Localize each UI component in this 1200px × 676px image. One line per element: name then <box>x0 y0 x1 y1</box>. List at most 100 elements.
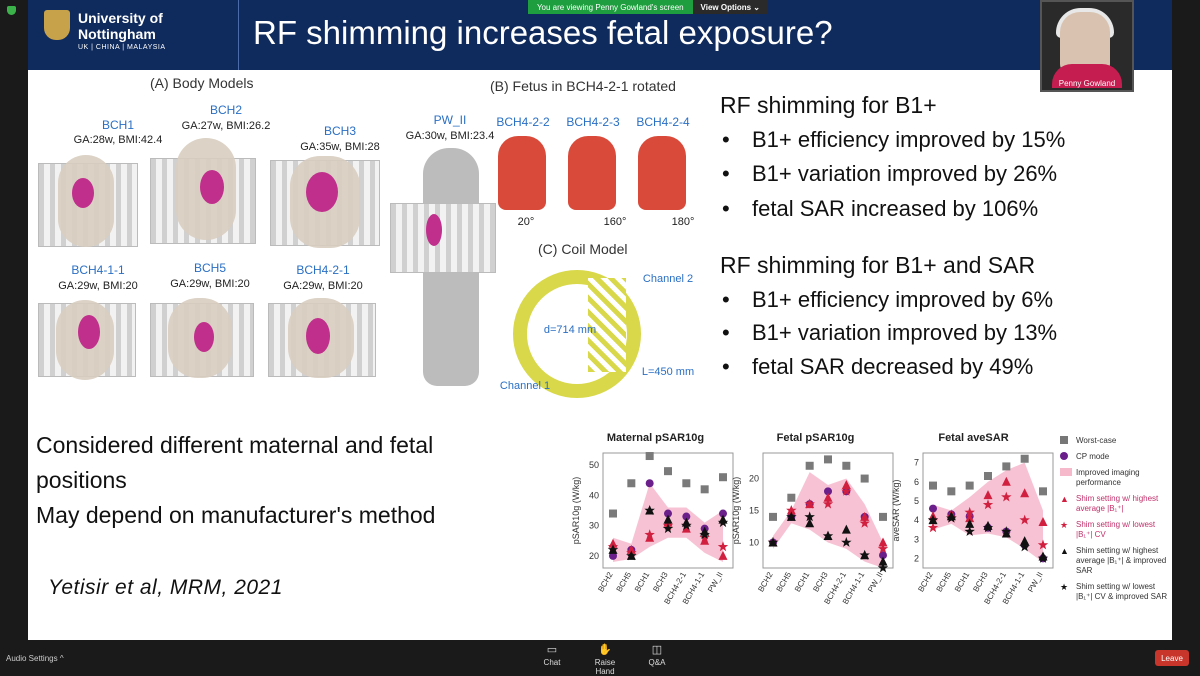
note-line: Considered different maternal and fetal <box>36 432 434 458</box>
bullet-heading-1: RF shimming for B1+ <box>720 92 937 118</box>
data-point <box>1001 476 1011 486</box>
raise-hand-label: Raise Hand <box>594 658 616 676</box>
data-point <box>879 512 887 521</box>
data-point <box>1001 491 1012 502</box>
legend-label: Shim setting w/ lowest |B₁⁺| CV & improv… <box>1076 582 1168 601</box>
legend-item: ★ Shim setting w/ lowest |B₁⁺| CV <box>1060 520 1156 539</box>
chart-title-maternal: Maternal pSAR10g <box>606 432 705 444</box>
raise-hand-button[interactable]: ✋ Raise Hand <box>585 644 625 676</box>
coil-diameter: d=714 mm <box>543 324 597 336</box>
data-point <box>927 514 939 525</box>
qa-button[interactable]: ◫ Q&A <box>637 644 677 667</box>
legend-label: Improved imaging performance <box>1076 468 1140 487</box>
data-point <box>823 492 833 502</box>
legend-item: ★ Shim setting w/ lowest |B₁⁺| CV & impro… <box>1060 582 1168 601</box>
bullet-item: B1+ variation improved by 26% <box>722 161 1057 187</box>
data-point <box>645 452 654 461</box>
data-point <box>947 487 956 496</box>
logo-subtitle: UK | CHINA | MALAYSIA <box>78 44 166 51</box>
rotation-angle: 160° <box>603 216 627 228</box>
y-tick-label: 20 <box>749 474 759 484</box>
header-divider <box>238 0 239 70</box>
bullet-heading-2: RF shimming for B1+ and SAR <box>720 252 1036 278</box>
data-point <box>805 461 814 470</box>
panel-a-label: (A) Body Models <box>150 75 254 91</box>
chat-button[interactable]: ▭ Chat <box>532 644 572 667</box>
improved-band <box>773 472 883 568</box>
data-point <box>644 505 655 515</box>
model-name: BCH1 <box>101 118 134 132</box>
y-axis-label: aveSAR (W/kg) <box>891 479 901 541</box>
bullet-item: B1+ efficiency improved by 6% <box>722 287 1053 313</box>
data-point <box>878 537 888 547</box>
fetus-figure <box>306 172 338 212</box>
data-point <box>699 529 710 540</box>
data-point <box>841 536 852 547</box>
data-point <box>982 522 994 533</box>
legend-label: Shim setting w/ lowest |B₁⁺| CV <box>1076 520 1156 539</box>
rotation-name: BCH4-2-4 <box>636 115 690 129</box>
data-point <box>1002 462 1011 471</box>
data-point <box>1037 539 1049 550</box>
fetus-figure <box>426 214 442 246</box>
data-point <box>877 543 889 554</box>
participant-video-tile[interactable]: Penny Gowland <box>1040 0 1134 92</box>
y-tick-label: 50 <box>589 460 599 470</box>
share-message: You are viewing Penny Gowland's screen <box>536 2 684 12</box>
data-point <box>879 551 887 560</box>
data-point <box>719 509 727 518</box>
x-tick-label: BCH2 <box>756 570 775 593</box>
coil-length: L=450 mm <box>641 366 695 378</box>
legend-item: Worst-case <box>1060 436 1170 446</box>
data-point <box>699 532 710 543</box>
chat-label: Chat <box>543 658 561 667</box>
legend-label: Worst-case <box>1076 436 1117 445</box>
y-tick-label: 6 <box>914 477 919 487</box>
data-point <box>700 485 709 494</box>
hand-icon: ✋ <box>598 644 612 656</box>
security-shield-icon[interactable] <box>7 6 16 15</box>
data-point <box>682 512 691 521</box>
model-meta: GA:29w, BMI:20 <box>58 280 138 292</box>
coil-figure <box>390 203 496 273</box>
x-tick-label: BCH5 <box>775 570 794 593</box>
data-point <box>609 509 617 518</box>
data-point <box>700 535 710 545</box>
x-tick-label: BCH3 <box>651 570 670 593</box>
university-logo: University of Nottingham UK | CHINA | MA… <box>38 4 218 64</box>
fetus-figure <box>78 315 100 349</box>
data-point <box>841 485 852 496</box>
data-point <box>877 562 889 573</box>
data-point <box>718 550 728 560</box>
panel-c-label: (C) Coil Model <box>538 241 628 257</box>
data-point <box>965 481 974 490</box>
fetus-rotated-figure <box>498 136 546 210</box>
leave-button[interactable]: Leave <box>1155 650 1189 666</box>
data-point <box>965 518 975 528</box>
model-name: BCH4-2-1 <box>296 263 350 277</box>
x-tick-label: BCH3 <box>971 570 990 593</box>
rotation-angle: 20° <box>517 216 535 228</box>
model-name: BCH2 <box>209 103 242 117</box>
data-point <box>664 509 672 518</box>
y-tick-label: 20 <box>589 551 599 561</box>
data-point <box>824 487 832 496</box>
data-point <box>786 511 797 522</box>
view-options-button[interactable]: View Options ⌄ <box>692 0 768 14</box>
screen-share-banner: You are viewing Penny Gowland's screen V… <box>528 0 768 14</box>
fetus-figure <box>194 322 214 352</box>
data-point <box>804 511 815 522</box>
data-point <box>964 526 975 536</box>
bullet-item: fetal SAR decreased by 49% <box>722 354 1033 380</box>
model-meta: GA:30w, BMI:23.4 <box>405 130 495 142</box>
x-tick-label: BCH2 <box>916 570 935 593</box>
data-point <box>1020 488 1030 498</box>
data-point <box>824 455 832 464</box>
y-tick-label: 2 <box>914 553 919 563</box>
x-tick-label: BCH1 <box>793 570 812 593</box>
bullet-item: B1+ variation improved by 13% <box>722 320 1057 346</box>
audio-settings-button[interactable]: Audio Settings ^ <box>6 654 64 663</box>
status-area <box>0 0 28 20</box>
y-tick-label: 40 <box>589 490 599 500</box>
x-tick-label: BCH5 <box>615 570 634 593</box>
